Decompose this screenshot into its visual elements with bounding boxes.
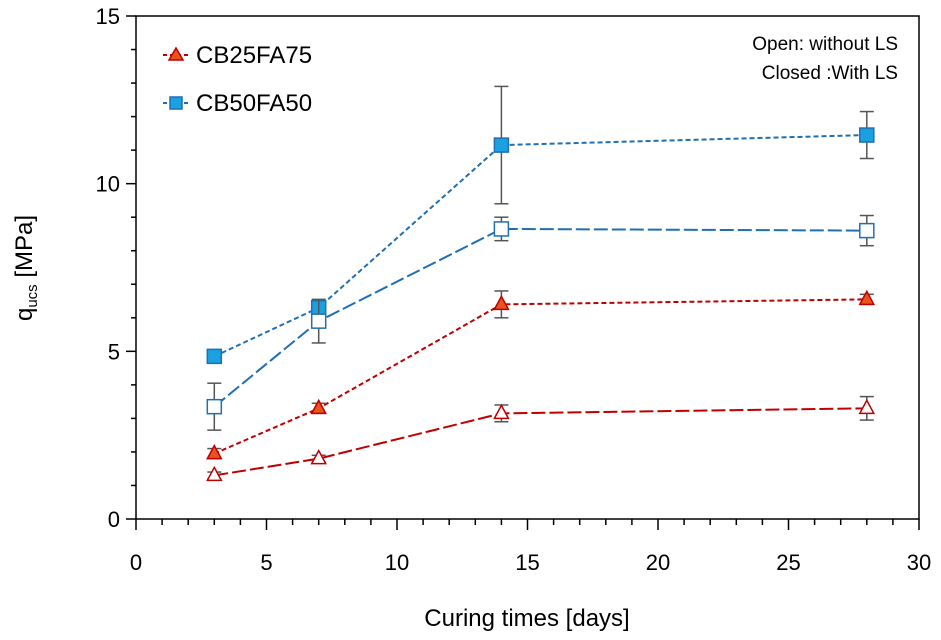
y-tick-label: 15 bbox=[96, 4, 120, 29]
x-tick-label: 15 bbox=[515, 550, 539, 575]
data-point-triangle bbox=[493, 403, 510, 420]
data-point-triangle bbox=[206, 444, 223, 460]
data-point-square bbox=[206, 398, 223, 415]
legend-label-cb25fa75: CB25FA75 bbox=[196, 42, 312, 69]
y-axis-ticks: 0 5 10 15 bbox=[96, 4, 136, 532]
legend: CB25FA75 CB50FA50 bbox=[163, 42, 312, 117]
y-axis-label-unit: [MPa] bbox=[11, 215, 38, 284]
x-tick-label: 30 bbox=[907, 550, 931, 575]
x-axis-label: Curing times [days] bbox=[424, 605, 629, 632]
data-point-square bbox=[859, 222, 875, 239]
x-tick-label: 25 bbox=[776, 550, 800, 575]
legend-item-cb25fa75: CB25FA75 bbox=[163, 42, 312, 69]
series-line bbox=[213, 134, 867, 358]
data-point-triangle bbox=[310, 449, 327, 465]
data-point-triangle bbox=[858, 289, 876, 306]
x-tick-label: 20 bbox=[646, 550, 670, 575]
y-axis-label-subscript: ucs bbox=[24, 284, 41, 307]
series-line bbox=[213, 298, 867, 455]
annotation-open: Open: without LS bbox=[752, 34, 898, 55]
data-point-square bbox=[493, 137, 510, 153]
data-point-square bbox=[493, 221, 510, 237]
y-tick-label: 5 bbox=[108, 339, 120, 364]
legend-item-cb50fa50: CB50FA50 bbox=[163, 90, 312, 117]
series-line bbox=[214, 407, 867, 477]
y-tick-label: 0 bbox=[108, 507, 120, 532]
data-point-square bbox=[310, 313, 327, 329]
series-0 bbox=[206, 85, 875, 365]
series-3 bbox=[206, 395, 876, 482]
x-tick-label: 5 bbox=[260, 550, 272, 575]
series-line bbox=[213, 227, 867, 408]
data-point-square bbox=[859, 127, 875, 143]
series-1 bbox=[206, 214, 875, 431]
x-tick-label: 0 bbox=[130, 550, 142, 575]
y-tick-label: 10 bbox=[96, 172, 120, 197]
y-axis-label: qucs [MPa] bbox=[11, 215, 41, 321]
y-axis-label-main: q bbox=[11, 308, 38, 321]
data-point-triangle bbox=[493, 294, 510, 311]
x-axis-ticks: 0 5 10 15 20 25 30 bbox=[130, 519, 931, 575]
data-point-triangle bbox=[858, 398, 876, 415]
series-layer bbox=[206, 85, 876, 482]
annotation-closed: Closed :With LS bbox=[762, 63, 898, 84]
series-2 bbox=[206, 289, 876, 460]
x-tick-label: 10 bbox=[385, 550, 409, 575]
legend-marker-triangle bbox=[167, 46, 185, 61]
legend-label-cb50fa50: CB50FA50 bbox=[196, 90, 312, 117]
data-point-triangle bbox=[310, 398, 327, 415]
data-point-triangle bbox=[206, 465, 223, 482]
data-point-square bbox=[206, 348, 223, 365]
legend-marker-square bbox=[169, 96, 183, 110]
